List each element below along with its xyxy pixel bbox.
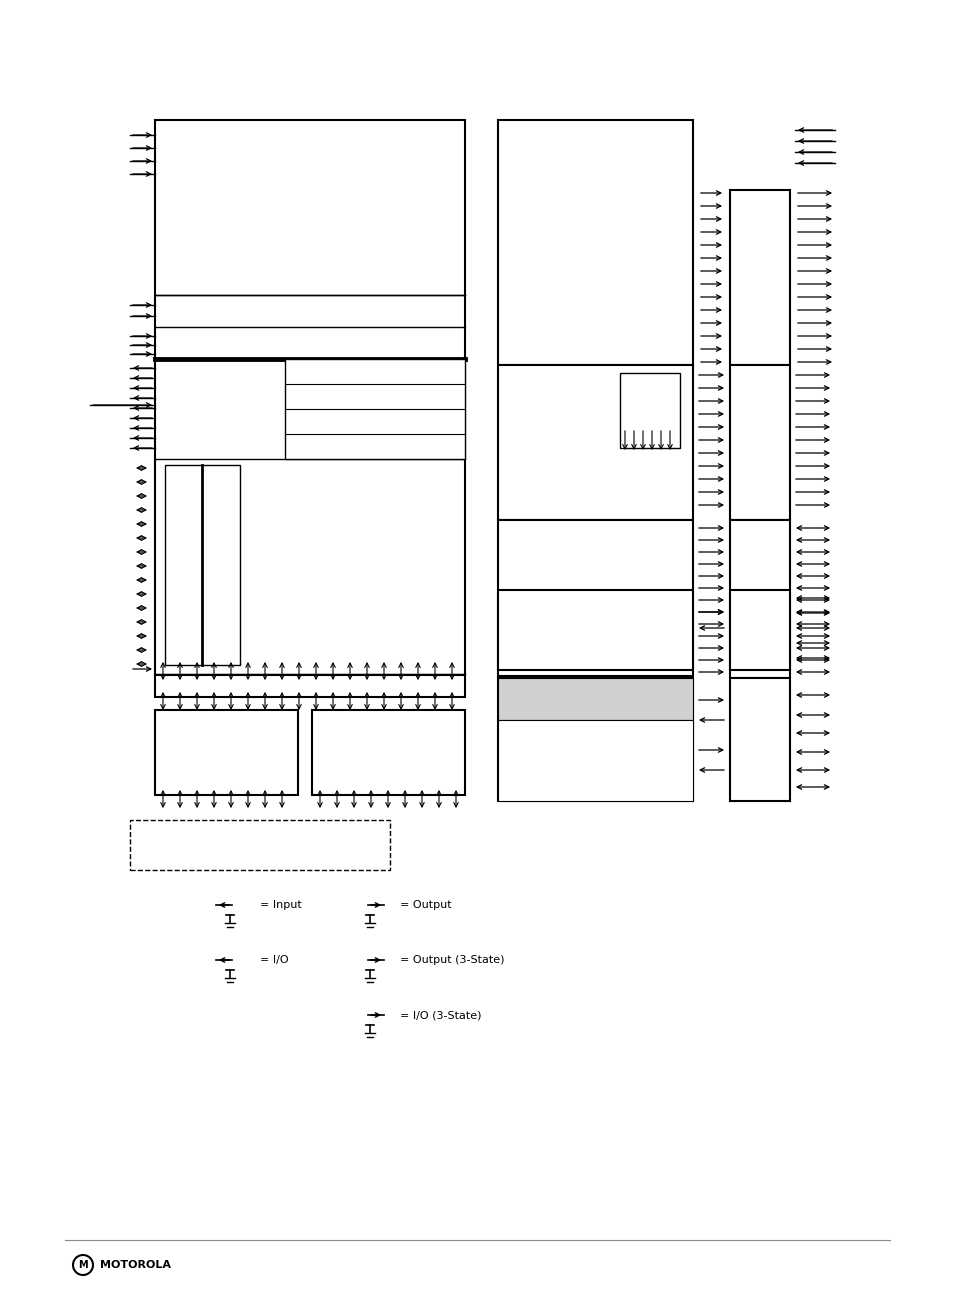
Bar bbox=[497, 119, 692, 365]
Bar bbox=[312, 710, 464, 794]
Bar bbox=[497, 590, 692, 670]
Text: = I/O (3-State): = I/O (3-State) bbox=[399, 1010, 481, 1020]
Bar bbox=[497, 678, 692, 801]
Bar bbox=[154, 675, 464, 697]
Bar bbox=[130, 821, 390, 871]
Bar bbox=[154, 119, 464, 675]
Bar bbox=[729, 520, 789, 678]
Bar bbox=[497, 520, 692, 676]
Bar bbox=[729, 590, 789, 670]
Bar bbox=[729, 597, 789, 607]
Bar bbox=[285, 358, 464, 460]
Bar bbox=[729, 678, 789, 801]
Bar bbox=[165, 465, 240, 664]
Bar bbox=[497, 365, 692, 520]
Bar bbox=[497, 678, 692, 720]
Text: = Output: = Output bbox=[399, 899, 451, 910]
Bar bbox=[729, 365, 789, 520]
Bar bbox=[729, 190, 789, 365]
Text: = Output (3-State): = Output (3-State) bbox=[399, 955, 504, 965]
Text: MOTOROLA: MOTOROLA bbox=[100, 1260, 171, 1270]
Text: M: M bbox=[78, 1260, 88, 1270]
Bar bbox=[619, 373, 679, 448]
Text: = I/O: = I/O bbox=[260, 955, 289, 965]
Bar bbox=[154, 710, 297, 794]
Text: = Input: = Input bbox=[260, 899, 301, 910]
Bar bbox=[497, 720, 692, 801]
